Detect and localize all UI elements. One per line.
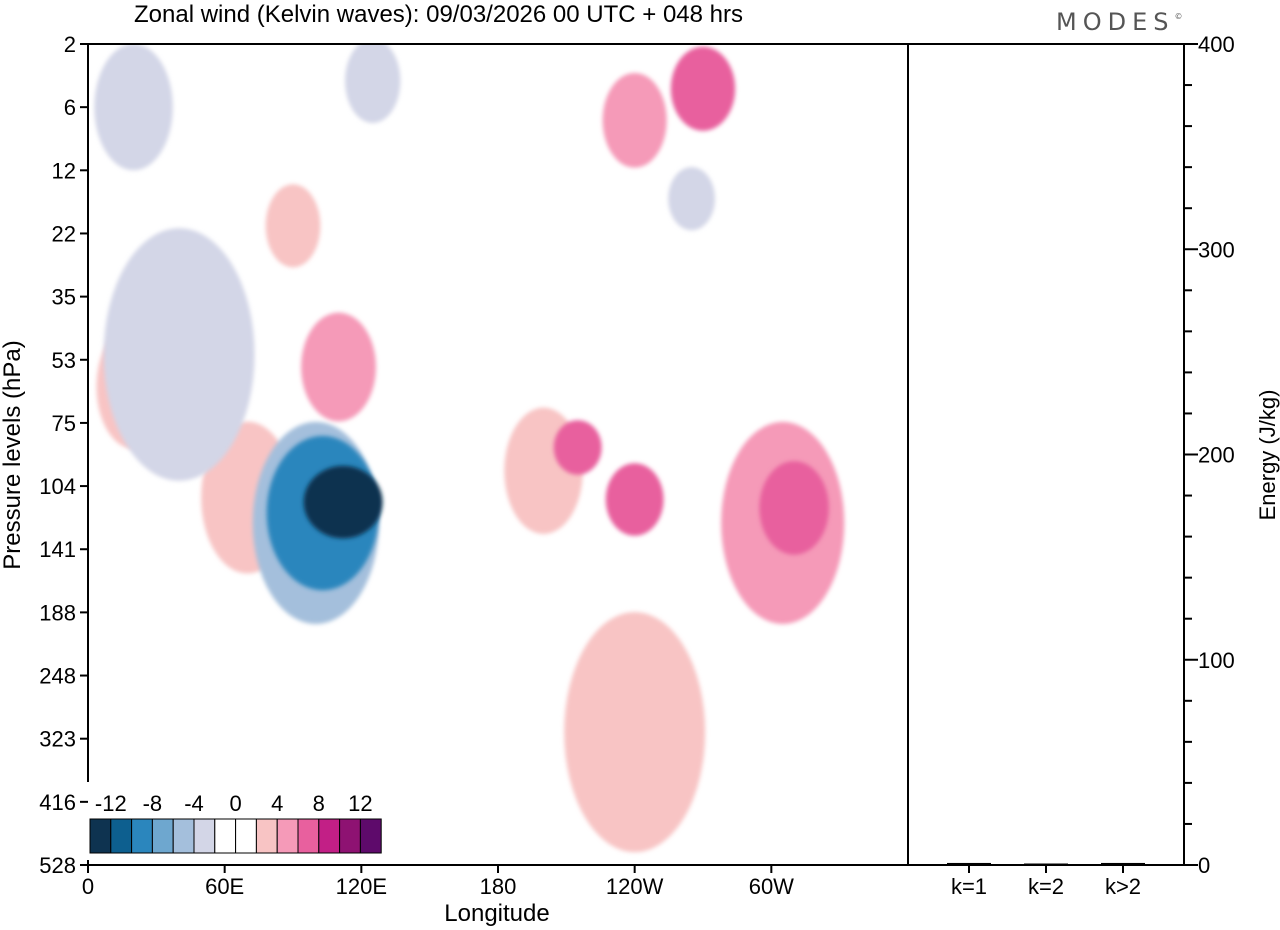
energy-axis-label: Energy (J/kg): [1255, 390, 1280, 521]
y-tick-label: 141: [39, 537, 76, 562]
y-axis-label: Pressure levels (hPa): [0, 340, 26, 569]
wind-region-17: [605, 463, 664, 536]
colorbar-swatch: [359, 818, 382, 854]
x-tick-label: 60W: [749, 874, 794, 899]
y-tick-label: 188: [39, 600, 76, 625]
colorbar-swatch: [255, 818, 278, 854]
colorbar-label: -8: [143, 791, 163, 816]
energy-bar-k=1: [947, 862, 991, 865]
energy-category-label: k=1: [951, 874, 987, 899]
colorbar-swatch: [110, 818, 133, 854]
y-tick-label: 53: [52, 348, 76, 373]
colorbar-label: -4: [184, 791, 204, 816]
wind-region-18: [759, 461, 829, 555]
energy-bars: k=1 k=2 k>2: [947, 862, 1145, 899]
heatmap-field: [94, 44, 908, 853]
energy-category-label: k>2: [1105, 874, 1141, 899]
colorbar-swatch: [339, 818, 361, 854]
wind-region-21: [303, 465, 383, 539]
wind-region-10: [103, 228, 255, 481]
x-tick-label: 180: [480, 874, 517, 899]
energy-tick-label: 200: [1198, 443, 1235, 468]
y-tick-label: 528: [39, 853, 76, 878]
colorbar-swatch: [151, 818, 174, 854]
energy-panel: [907, 43, 1185, 866]
colorbar-label: 4: [271, 791, 283, 816]
brand-mark: ©: [1174, 12, 1183, 21]
energy-bar-k>2: [1101, 862, 1145, 865]
wind-region-11: [668, 167, 715, 231]
wind-region-15: [301, 312, 376, 422]
y-tick-label: 35: [52, 285, 76, 310]
energy-tick-label: 0: [1198, 853, 1210, 878]
colorbar-swatch: [318, 818, 341, 854]
wind-region-2: [842, 639, 908, 785]
colorbar-label: 12: [348, 791, 372, 816]
brand-name: MODES: [1056, 8, 1175, 36]
energy-tick-label: 100: [1198, 648, 1235, 673]
energy-category-label: k=2: [1028, 874, 1064, 899]
brand-logo: MODES©: [1056, 8, 1182, 36]
colorbar-swatch: [172, 818, 195, 854]
energy-tick-label: 400: [1198, 32, 1235, 57]
chart-title: Zonal wind (Kelvin waves): 09/03/2026 00…: [134, 1, 743, 28]
energy-bar-k=2: [1024, 863, 1068, 865]
colorbar: -12 -8 -4 0 4 8 12: [86, 782, 386, 860]
colorbar-swatch: [214, 818, 237, 854]
colorbar-label: 0: [229, 791, 241, 816]
y-tick-label: 2: [64, 32, 76, 57]
wind-region-5: [345, 44, 401, 123]
energy-tick-label: 300: [1198, 237, 1235, 262]
colorbar-swatch: [193, 818, 216, 854]
colorbar-label: -12: [95, 791, 127, 816]
y-tick-label: 248: [39, 664, 76, 689]
wind-region-9: [265, 184, 321, 268]
colorbar-swatch: [235, 818, 257, 854]
wind-region-16: [553, 420, 602, 475]
x-tick-label: 120E: [336, 874, 387, 899]
y-tick-label: 12: [52, 158, 76, 183]
x-tick-label: 60E: [205, 874, 244, 899]
x-axis-label: Longitude: [444, 900, 549, 927]
wind-region-8: [564, 612, 706, 853]
y-tick-label: 75: [52, 411, 76, 436]
x-tick-label: 120W: [606, 874, 664, 899]
wind-region-13: [602, 72, 667, 168]
colorbar-swatch: [89, 818, 112, 854]
y-tick-label: 323: [39, 727, 76, 752]
x-tick-label: 0: [82, 874, 94, 899]
y-tick-label: 104: [39, 474, 76, 499]
colorbar-swatch: [276, 818, 299, 854]
y-tick-label: 416: [39, 790, 76, 815]
colorbar-label: 8: [313, 791, 325, 816]
colorbar-swatch: [131, 818, 153, 854]
colorbar-swatch: [297, 818, 320, 854]
wind-region-4: [94, 44, 173, 171]
y-tick-label: 22: [52, 221, 76, 246]
wind-region-19: [670, 46, 736, 131]
y-tick-label: 6: [64, 95, 76, 120]
